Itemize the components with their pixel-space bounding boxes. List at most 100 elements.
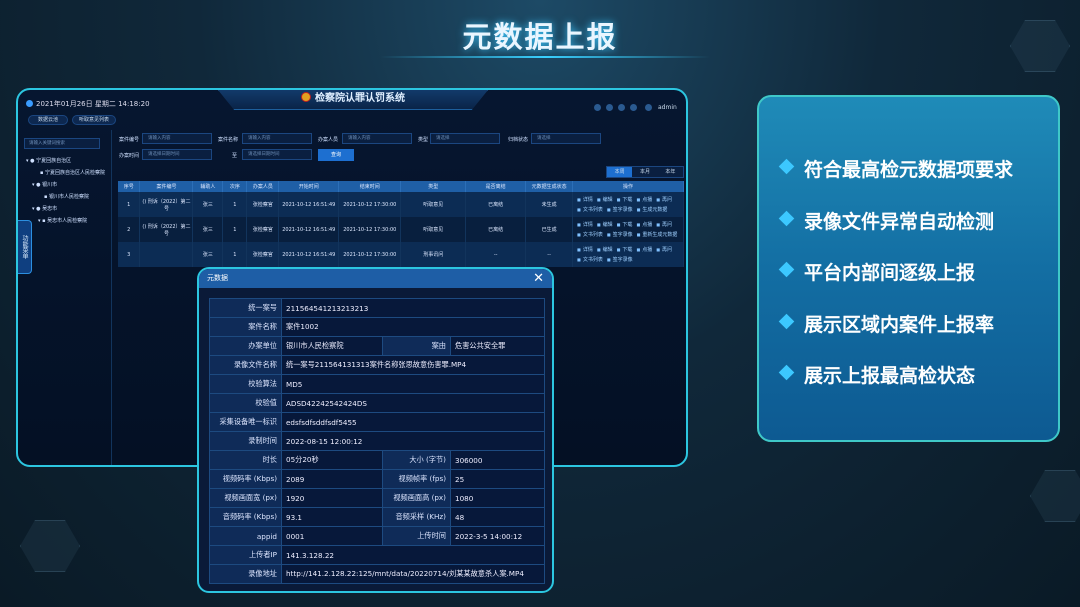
time-end-input[interactable]: 请选择日期时间 (242, 149, 312, 160)
nav-data-pool[interactable]: 数据云池 (28, 115, 68, 125)
cell-order: 1 (222, 192, 248, 217)
action-link[interactable]: 生成元数据 (637, 207, 668, 213)
field-label-abitrate: 音频码率 (Kbps) (209, 507, 282, 527)
case-no-label: 案件编号 (119, 137, 140, 143)
field-value-size: 306000 (450, 450, 545, 470)
type-select[interactable]: 请选择 (430, 133, 500, 144)
feature-text: 录像文件异常自动检测 (804, 210, 995, 233)
tab-year[interactable]: 本年 (665, 169, 676, 175)
action-link[interactable]: 文书列表 (577, 232, 603, 238)
action-link[interactable]: 再问 (656, 247, 672, 253)
field-label-fps: 视频帧率 (fps) (382, 469, 451, 489)
home-icon[interactable] (606, 104, 613, 111)
cell-start: 2021-10-12 16:51:49 (278, 192, 340, 217)
field-label-appid: appid (209, 526, 282, 546)
field-label-asample: 音频采样 (KHz) (382, 507, 451, 527)
action-link[interactable]: 编辑 (597, 247, 613, 253)
close-icon[interactable]: ✕ (533, 271, 544, 286)
cell-assist: 张三 (192, 242, 224, 267)
field-value-asample: 48 (450, 507, 545, 527)
time-start-input[interactable]: 请选择日期时间 (142, 149, 212, 160)
tree-item[interactable]: ▾ ▪ 吴忠市人民检察院 (38, 218, 88, 224)
feature-item: 平台内部间逐级上报 (778, 258, 1013, 310)
action-link[interactable]: 签字录像 (607, 207, 633, 213)
tab-week[interactable]: 本周 (607, 167, 633, 177)
action-link[interactable]: 下载 (617, 197, 633, 203)
diamond-bullet-icon (778, 313, 795, 329)
case-no-input[interactable]: 请输入内容 (142, 133, 212, 144)
user-name[interactable]: admin (658, 104, 677, 111)
column-header: 类型 (400, 181, 467, 192)
feature-text: 展示区域内案件上报率 (804, 313, 995, 336)
column-header: 操作 (572, 181, 684, 192)
metadata-row: 办案单位 银川市人民检察院 案由 危害公共安全罪 (209, 336, 545, 356)
field-value-unit: 银川市人民检察院 (281, 336, 383, 356)
action-link[interactable]: 详情 (577, 197, 593, 203)
function-menu-tab[interactable]: 功能菜单 (18, 220, 32, 274)
action-link[interactable]: 文书列表 (577, 257, 603, 263)
page-title: 元数据上报 (462, 20, 618, 54)
field-label-uploader_ip: 上传者IP (209, 545, 282, 565)
action-link[interactable]: 编辑 (597, 197, 613, 203)
system-title-bar: 检察院认罪认罚系统 (218, 90, 488, 110)
sidebar-search-input[interactable]: 请输入关键词搜索 (24, 138, 100, 149)
action-link[interactable]: 点播 (636, 197, 652, 203)
action-link[interactable]: 签字录像 (607, 232, 633, 238)
action-link[interactable]: 编辑 (597, 222, 613, 228)
clock-icon (26, 100, 33, 107)
metadata-row: 音频码率 (Kbps) 93.1 音频采样 (KHz) 48 (209, 507, 545, 527)
field-label-width: 视频画面宽 (px) (209, 488, 282, 508)
metadata-table: 统一案号 211564541213213213 案件名称 案件1002 办案单位 银川市人… (209, 298, 545, 584)
field-label-record_time: 录制时间 (209, 431, 282, 451)
action-link[interactable]: 再问 (656, 222, 672, 228)
cell-start: 2021-10-12 16:51:49 (278, 217, 340, 242)
tree-item[interactable]: ▪ 宁夏回族自治区人民检察院 (40, 170, 105, 176)
nav-opinion-list[interactable]: 听取意见列表 (72, 115, 116, 125)
time-label: 办案时间 (119, 153, 140, 159)
metadata-row: 上传者IP 141.3.128.22 (209, 545, 545, 565)
action-link[interactable]: 签字录像 (607, 257, 633, 263)
field-value-unified_no: 211564541213213213 (281, 298, 545, 318)
metadata-row: 统一案号 211564541213213213 (209, 298, 545, 318)
tree-item[interactable]: ▪ 银川市人民检察院 (44, 194, 89, 200)
field-value-appid: 0001 (281, 526, 383, 546)
tree-item[interactable]: ▾ ● 宁夏回族自治区 (26, 158, 72, 164)
tree-item[interactable]: ▾ ● 银川市 (32, 182, 58, 188)
type-label: 类型 (418, 137, 429, 143)
settings-icon[interactable] (618, 104, 625, 111)
tab-month[interactable]: 本月 (639, 169, 650, 175)
action-link[interactable]: 文书列表 (577, 207, 603, 213)
handler-input[interactable]: 请输入内容 (342, 133, 412, 144)
cell-no: 3 (118, 242, 141, 267)
action-link[interactable]: 下载 (617, 247, 633, 253)
field-label-file_name: 录像文件名称 (209, 355, 282, 375)
avatar[interactable] (645, 104, 652, 111)
action-link[interactable]: 详情 (577, 222, 593, 228)
metadata-row: 录制时间 2022-08-15 12:00:12 (209, 431, 545, 451)
action-link[interactable]: 点播 (636, 247, 652, 253)
action-link[interactable]: 重新生成元数据 (637, 232, 678, 238)
case-name-input[interactable]: 请输入内容 (242, 133, 312, 144)
emblem-icon (301, 92, 311, 102)
action-link[interactable]: 点播 (636, 222, 652, 228)
query-button[interactable]: 查询 (318, 149, 354, 161)
action-link[interactable]: 下载 (617, 222, 633, 228)
cell-assist: 张三 (192, 217, 224, 242)
metadata-row: appid 0001 上传时间 2022-3-5 14:00:12 (209, 526, 545, 546)
tree-item[interactable]: ▾ ● 吴忠市 (32, 206, 58, 212)
row-actions: 详情编辑下载点播再问文书列表签字录像生成元数据 (572, 192, 684, 217)
diamond-bullet-icon (778, 210, 795, 226)
cell-closed: -- (465, 242, 527, 267)
row-actions: 详情编辑下载点播再问文书列表签字录像重新生成元数据 (572, 217, 684, 242)
field-value-duration: 05分20秒 (281, 450, 383, 470)
cell-end: 2021-10-12 17:30:00 (338, 192, 402, 217)
cell-closed: 已离结 (465, 217, 527, 242)
message-icon[interactable] (630, 104, 637, 111)
field-value-fps: 25 (450, 469, 545, 489)
action-link[interactable]: 再问 (656, 197, 672, 203)
status-select[interactable]: 请选择 (531, 133, 601, 144)
metadata-row: 录像文件名称 统一案号211564131313案件名称张思故意伤害罪.MP4 (209, 355, 545, 375)
action-link[interactable]: 详情 (577, 247, 593, 253)
cell-closed: 已离结 (465, 192, 527, 217)
user-icon[interactable] (594, 104, 601, 111)
